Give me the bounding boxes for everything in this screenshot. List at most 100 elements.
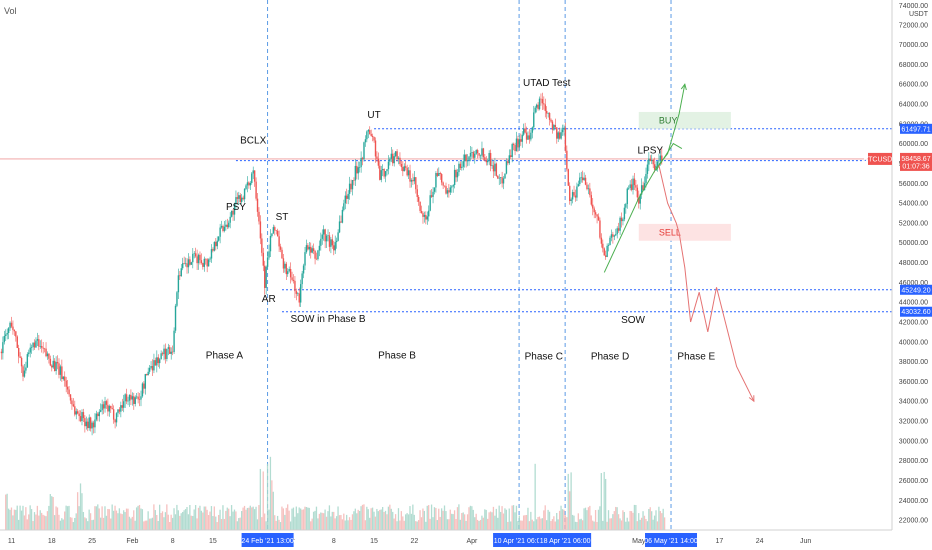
candle-body — [476, 150, 479, 154]
volume-bar — [592, 520, 594, 530]
volume-bar — [381, 506, 384, 530]
candle-body — [381, 169, 384, 171]
candle-body — [413, 177, 416, 182]
candle-body — [371, 135, 374, 137]
candle-body — [566, 150, 568, 170]
volume-bar — [443, 505, 446, 530]
volume-bar — [445, 511, 447, 530]
volume-bar — [422, 508, 424, 530]
candle-body — [341, 209, 344, 223]
candle-body — [108, 406, 111, 412]
candle-body — [256, 198, 259, 212]
candle-body — [317, 250, 319, 260]
candle-body — [158, 359, 161, 364]
volume-bar — [215, 516, 217, 530]
volume-bar — [604, 478, 607, 530]
price-tick-label: 32000.00 — [899, 419, 928, 426]
volume-bar — [169, 522, 171, 530]
volume-bar — [629, 510, 631, 530]
candle-body — [88, 417, 90, 429]
volume-bar — [197, 507, 200, 530]
candle-body — [125, 394, 128, 402]
volume-bar — [487, 518, 489, 530]
candle-body — [465, 154, 467, 162]
volume-bar — [15, 509, 17, 530]
candle-body — [117, 409, 119, 414]
candle-body — [606, 245, 608, 257]
volume-bar — [413, 514, 415, 530]
candle-body — [610, 234, 613, 238]
candle-body — [616, 228, 618, 235]
candle-body — [468, 156, 470, 161]
candle-body — [167, 347, 170, 349]
volume-bar — [356, 513, 358, 530]
volume-bar — [310, 521, 312, 530]
candle-body — [370, 134, 372, 136]
candle-body — [361, 157, 364, 160]
volume-bar — [455, 519, 457, 530]
volume-bar — [87, 521, 89, 530]
volume-bar — [243, 505, 246, 530]
volume-bar — [403, 520, 405, 530]
candle-body — [213, 241, 216, 251]
candle-body — [12, 326, 14, 330]
volume-bar — [20, 510, 23, 530]
volume-bar — [317, 518, 319, 530]
candle-body — [597, 216, 600, 221]
candle-body — [318, 245, 321, 251]
volume-bar — [581, 520, 584, 530]
candle-body — [384, 171, 387, 177]
price-tick-label: 30000.00 — [899, 438, 928, 445]
volume-bar — [504, 508, 506, 530]
candle-body — [23, 370, 26, 377]
candle-body — [94, 419, 96, 428]
candle-body — [325, 235, 328, 242]
volume-bar — [281, 506, 283, 530]
candle-body — [442, 182, 444, 186]
volume-bar — [663, 517, 666, 530]
candle-body — [528, 135, 531, 140]
candle-body — [511, 144, 513, 157]
volume-bar — [393, 518, 395, 530]
candle-body — [440, 174, 443, 183]
candle-body — [114, 419, 116, 423]
candle-body — [338, 221, 341, 233]
candle-body — [69, 394, 72, 401]
candle-body — [642, 185, 644, 191]
candle-body — [276, 230, 279, 237]
candle-body — [569, 185, 571, 201]
candle-body — [354, 165, 357, 181]
candle-body — [228, 222, 230, 228]
volume-bar — [141, 509, 144, 530]
volume-bar — [311, 518, 313, 530]
candle-body — [512, 144, 515, 146]
volume-bar — [182, 511, 184, 530]
annotation-label: Phase E — [677, 352, 715, 363]
volume-bar — [653, 515, 656, 530]
volume-bar — [236, 521, 238, 530]
candle-body — [525, 132, 528, 140]
candle-body — [330, 239, 332, 247]
volume-bar — [288, 510, 290, 530]
candle-body — [607, 244, 610, 246]
volume-bar — [607, 510, 610, 530]
candle-body — [397, 157, 400, 160]
candle-body — [278, 236, 280, 247]
volume-bar — [266, 463, 269, 530]
volume-bar — [640, 517, 643, 530]
candle-body — [2, 342, 4, 354]
volume-bar — [137, 505, 139, 530]
price-tick-label: 36000.00 — [899, 379, 928, 386]
candle-body — [61, 366, 63, 380]
volume-bar — [374, 516, 377, 530]
volume-bar — [551, 519, 554, 530]
volume-bar — [459, 519, 461, 530]
candle-body — [331, 239, 334, 246]
candle-body — [65, 380, 67, 387]
volume-bar — [541, 518, 543, 530]
candle-body — [334, 242, 336, 251]
candle-body — [333, 245, 335, 251]
candle-body — [74, 406, 76, 415]
candle-body — [478, 153, 480, 156]
